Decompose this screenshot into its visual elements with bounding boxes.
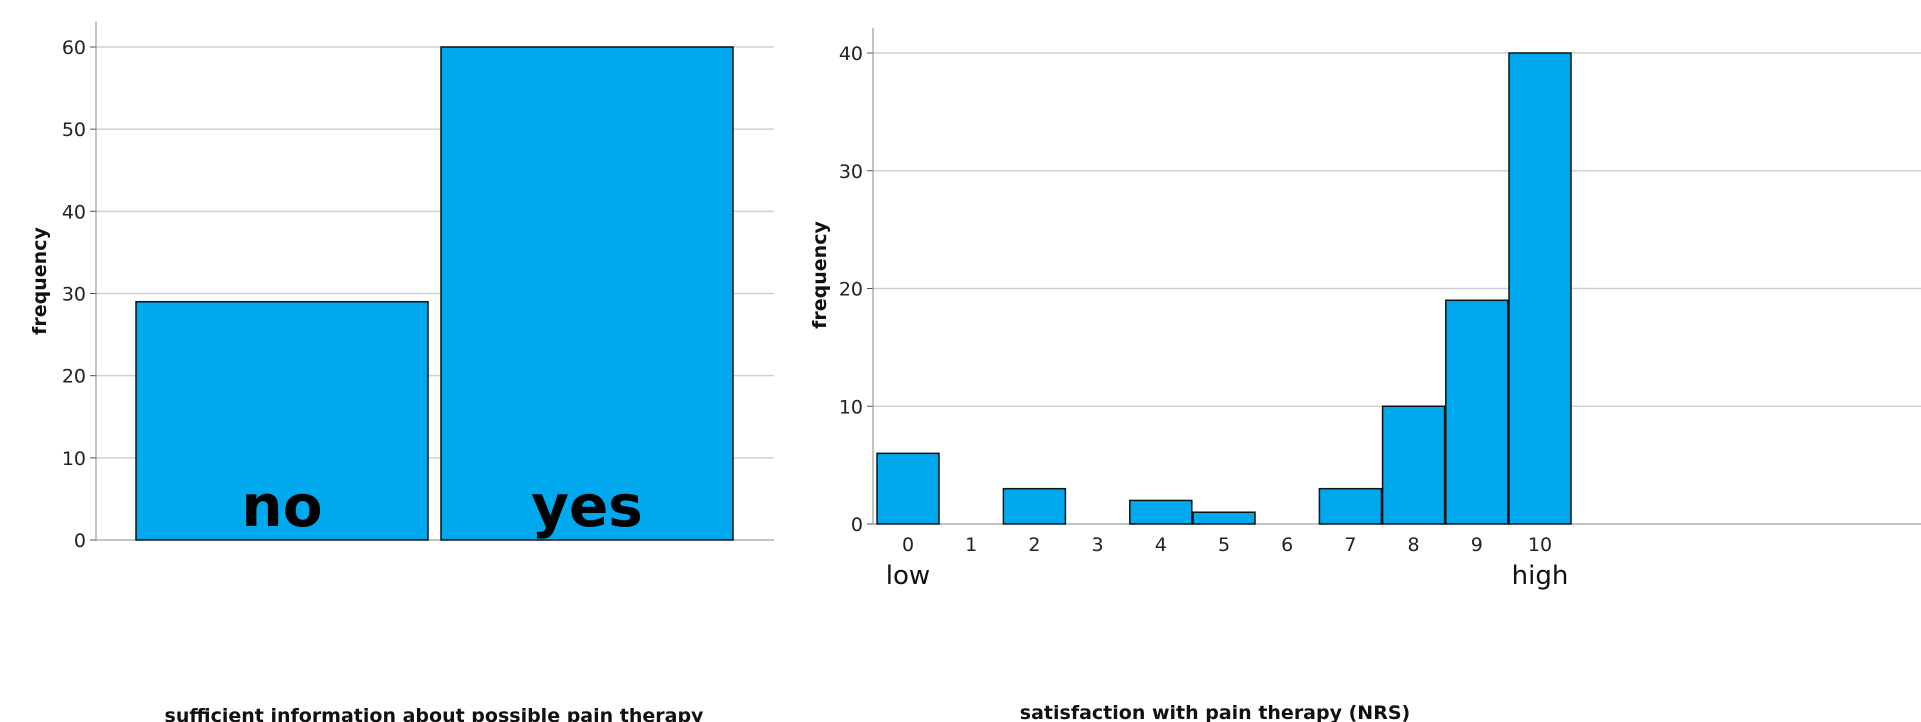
y-tick-label: 20 [62, 366, 86, 388]
y-tick-label: 30 [839, 161, 863, 183]
bar [1129, 499, 1193, 525]
x-tick-label: 9 [1471, 534, 1483, 556]
x-axis-title: sufficient information about possible pa… [165, 705, 705, 722]
bar [440, 46, 734, 541]
chart-satisfaction-nrs: 0 10 20 30 40 0 1 2 3 4 5 6 7 8 9 10 low high satisfaction… [809, 28, 1921, 722]
bar [1002, 487, 1067, 525]
y-axis-title: frequency [29, 227, 51, 335]
x-tick-label: 1 [965, 534, 977, 556]
high-end-label: high [1512, 561, 1569, 591]
low-end-label: low [886, 561, 930, 591]
bar [1381, 405, 1446, 525]
x-tick-label: 3 [1092, 534, 1104, 556]
bar [1445, 299, 1509, 525]
bar-label: yes [531, 472, 643, 540]
x-tick-label: 8 [1408, 534, 1420, 556]
x-axis-title: satisfaction with pain therapy (NRS) [1020, 702, 1410, 722]
y-tick-label: 0 [851, 514, 863, 536]
x-tick-label: 6 [1281, 534, 1293, 556]
chart-sufficient-information: 0 10 20 30 40 50 60 no yes sufficient information… [29, 22, 774, 722]
x-tick-label: 4 [1155, 534, 1167, 556]
y-tick-label: 20 [839, 279, 863, 301]
y-tick-label: 0 [74, 530, 86, 552]
bar [876, 452, 940, 525]
y-tick-label: 10 [62, 448, 86, 470]
x-tick-label: 10 [1528, 534, 1552, 556]
bar [1192, 511, 1256, 525]
bar [1318, 487, 1383, 525]
y-tick-label: 40 [62, 201, 86, 223]
bar [1508, 52, 1572, 525]
y-tick-label: 30 [62, 284, 86, 306]
bar-label: no [241, 472, 322, 540]
x-tick-label: 7 [1344, 534, 1356, 556]
x-tick-label: 2 [1028, 534, 1040, 556]
y-tick-label: 10 [839, 396, 863, 418]
y-axis-title: frequency [809, 221, 831, 329]
y-tick-label: 60 [62, 37, 86, 59]
x-tick-label: 5 [1218, 534, 1230, 556]
x-tick-label: 0 [902, 534, 914, 556]
bar [135, 300, 429, 541]
y-tick-label: 40 [839, 43, 863, 65]
y-tick-label: 50 [62, 119, 86, 141]
